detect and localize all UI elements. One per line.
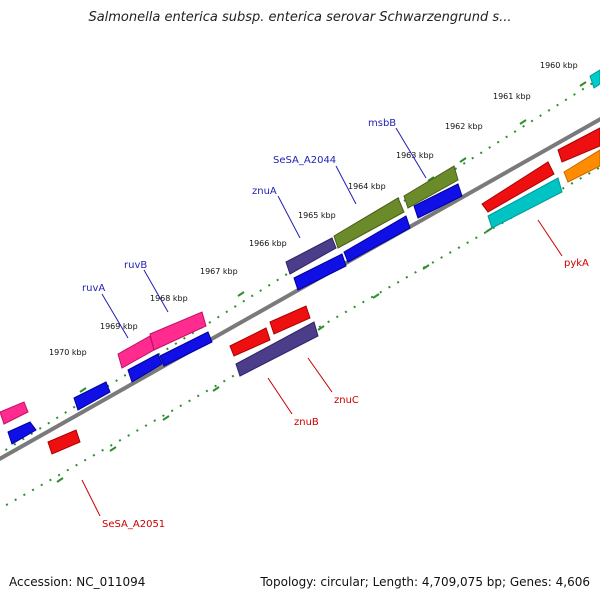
gene-label-znuC: znuC [334, 395, 359, 406]
gene-callouts [81, 127, 563, 517]
gene-msbB[interactable] [403, 165, 459, 209]
accession-text: Accession: NC_011094 [9, 575, 146, 589]
tick-label: 1970 kbp [49, 348, 87, 357]
gene-blue-left1[interactable] [7, 421, 37, 445]
gene-ruvB[interactable] [149, 311, 207, 351]
gene-blue-mid[interactable] [343, 215, 411, 263]
tick-label: 1967 kbp [200, 267, 238, 276]
gene-labels: msbB SeSA_A2044 znuA ruvB ruvA pykA znuC… [82, 118, 589, 530]
tick-label: 1961 kbp [493, 92, 531, 101]
gene-orange[interactable] [563, 149, 600, 183]
gene-SeSA_A2051[interactable] [47, 429, 81, 455]
gene-red-right[interactable] [557, 127, 600, 163]
gene-cyan-top[interactable] [589, 69, 600, 89]
gene-pykA[interactable] [487, 177, 563, 229]
tick-label: 1962 kbp [445, 122, 483, 131]
tick-label: 1965 kbp [298, 211, 336, 220]
tick-label: 1966 kbp [249, 239, 287, 248]
gene-features-lower[interactable] [47, 127, 600, 455]
gene-label-SeSA_A2044: SeSA_A2044 [273, 155, 336, 166]
gene-red-znuB[interactable] [229, 327, 271, 357]
gene-blue-ruvB2[interactable] [159, 331, 213, 367]
gene-SeSA_A2044[interactable] [333, 197, 405, 249]
gene-features-upper[interactable] [0, 69, 600, 445]
gene-znuA[interactable] [285, 237, 337, 275]
gene-label-msbB: msbB [368, 118, 396, 129]
gene-pykA-red[interactable] [481, 161, 555, 213]
gene-blue-msbB[interactable] [413, 183, 463, 219]
gene-znuB[interactable] [235, 321, 319, 377]
tick-label: 1968 kbp [150, 294, 188, 303]
gene-label-ruvB: ruvB [124, 260, 147, 271]
gene-blue-left2[interactable] [73, 381, 111, 411]
gene-blue-ruvB[interactable] [127, 353, 163, 383]
gene-blue-znuA[interactable] [293, 253, 347, 291]
gene-label-znuB: znuB [294, 417, 319, 428]
gene-label-SeSA_A2051: SeSA_A2051 [102, 519, 165, 530]
tick-label: 1963 kbp [396, 151, 434, 160]
map-title: Salmonella enterica subsp. enterica sero… [88, 10, 512, 25]
tick-label: 1960 kbp [540, 61, 578, 70]
tick-labels: 1960 kbp 1961 kbp 1962 kbp 1963 kbp 1964… [49, 61, 578, 357]
tick-label: 1969 kbp [100, 322, 138, 331]
genome-stats-text: Topology: circular; Length: 4,709,075 bp… [260, 575, 590, 589]
gene-label-pykA: pykA [564, 258, 589, 269]
tick-label: 1964 kbp [348, 182, 386, 191]
gene-label-znuA: znuA [252, 186, 277, 197]
gene-label-ruvA: ruvA [82, 283, 105, 294]
gene-znuC[interactable] [269, 305, 311, 335]
gene-pink[interactable] [0, 401, 29, 425]
